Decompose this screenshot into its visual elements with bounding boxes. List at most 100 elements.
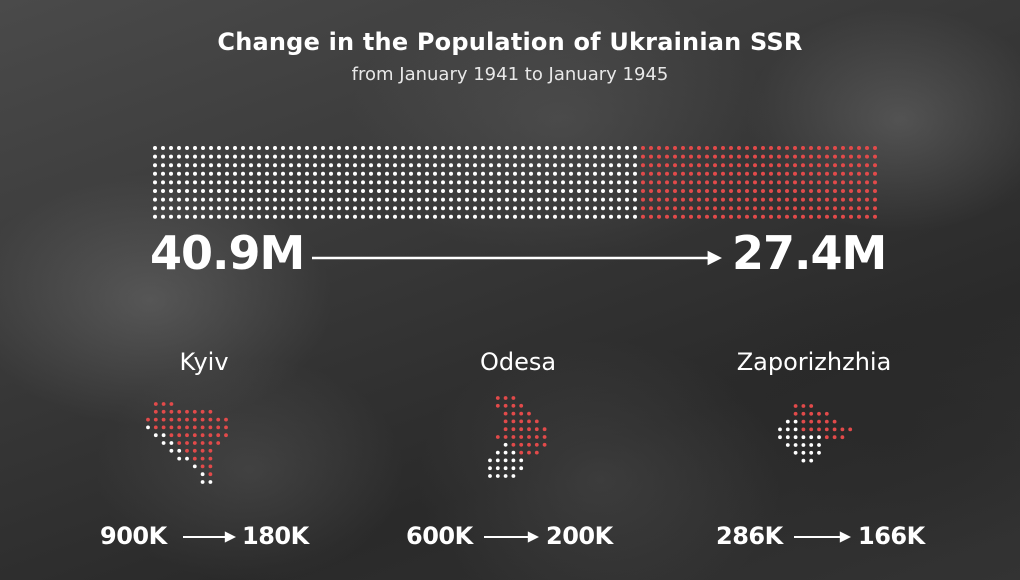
population-dot	[209, 197, 213, 202]
population-dot	[481, 163, 485, 168]
population-dot	[201, 189, 205, 193]
population-dot	[257, 163, 261, 168]
population-dot	[281, 171, 285, 176]
lost-population-dot	[753, 154, 757, 159]
population-dot	[569, 197, 573, 202]
population-dot	[329, 154, 333, 159]
kyiv-remaining-dot	[177, 456, 182, 461]
lost-population-dot	[713, 163, 717, 168]
zaporizhzhia-remaining-dot	[778, 427, 782, 432]
lost-population-dot	[705, 197, 709, 202]
population-dot	[289, 189, 293, 193]
population-dot	[545, 146, 549, 150]
lost-population-dot	[745, 189, 749, 193]
lost-population-dot	[697, 197, 701, 202]
population-dot	[169, 189, 173, 193]
population-dot	[505, 206, 509, 211]
population-dot	[337, 214, 341, 219]
lost-population-dot	[801, 197, 805, 202]
odesa-lost-dot	[495, 403, 500, 408]
population-dot	[521, 154, 525, 159]
kyiv-lost-dot	[208, 441, 213, 445]
population-dot	[329, 180, 333, 185]
city-name-zaporizhzhia: Zaporizhzhia	[736, 348, 892, 376]
lost-population-dot	[729, 154, 733, 159]
population-dot	[609, 146, 613, 150]
lost-population-dot	[825, 154, 829, 159]
zaporizhzhia-lost-dot	[793, 404, 798, 408]
population-dot	[345, 206, 349, 211]
population-dot	[585, 154, 589, 159]
lost-population-dot	[817, 214, 821, 219]
population-dot	[617, 189, 621, 193]
lost-population-dot	[689, 171, 693, 176]
population-dot	[265, 214, 269, 219]
population-dot	[593, 197, 597, 202]
lost-population-dot	[729, 180, 733, 185]
population-dot	[241, 171, 245, 176]
population-dot	[377, 180, 381, 185]
zaporizhzhia-lost-dot	[832, 419, 837, 424]
population-dot	[505, 214, 509, 219]
population-dot	[281, 180, 285, 185]
population-dot	[281, 154, 285, 159]
population-dot	[273, 180, 277, 185]
population-dot	[433, 189, 437, 193]
lost-population-dot	[721, 171, 725, 176]
population-dot	[513, 163, 517, 168]
kyiv-lost-dot	[169, 433, 174, 438]
lost-population-dot	[865, 171, 869, 176]
population-dot	[361, 171, 365, 176]
population-dot	[353, 189, 357, 193]
lost-population-dot	[841, 206, 845, 211]
population-dot	[617, 163, 621, 168]
population-dot	[329, 206, 333, 211]
kyiv-lost-dot	[192, 417, 197, 422]
population-dot	[273, 189, 277, 193]
population-dot	[321, 206, 325, 211]
population-dot	[529, 146, 533, 150]
odesa-remaining-dot	[503, 450, 508, 455]
population-dot	[241, 163, 245, 168]
end-population-label: 27.4M	[732, 226, 887, 280]
odesa-remaining-dot	[503, 442, 508, 447]
population-dot	[369, 163, 373, 168]
odesa-end-label: 200K	[546, 522, 613, 550]
lost-population-dot	[681, 163, 685, 168]
odesa-lost-dot	[534, 435, 539, 439]
population-dot	[481, 180, 485, 185]
odesa-remaining-dot	[511, 450, 516, 455]
population-dot	[265, 180, 269, 185]
population-dot	[177, 163, 181, 168]
odesa-lost-dot	[511, 396, 516, 400]
lost-population-dot	[681, 171, 685, 176]
kyiv-lost-dot	[200, 425, 205, 430]
lost-population-dot	[841, 189, 845, 193]
population-dot	[249, 171, 253, 176]
population-dot	[209, 206, 213, 211]
zaporizhzhia-lost-dot	[801, 419, 806, 424]
population-dot	[465, 189, 469, 193]
population-dot	[425, 154, 429, 159]
lost-population-dot	[753, 206, 757, 211]
kyiv-lost-dot	[208, 472, 213, 477]
population-dot	[425, 171, 429, 176]
population-dot	[393, 171, 397, 176]
lost-population-dot	[825, 180, 829, 185]
population-dot	[185, 163, 189, 168]
lost-population-dot	[785, 163, 789, 168]
zaporizhzhia-remaining-dot	[793, 450, 798, 455]
lost-population-dot	[713, 171, 717, 176]
population-dot	[377, 146, 381, 150]
population-dot	[281, 206, 285, 211]
lost-population-dot	[801, 206, 805, 211]
population-dot	[193, 189, 197, 193]
lost-population-dot	[873, 197, 877, 202]
odesa-lost-dot	[527, 419, 531, 424]
population-dot	[497, 154, 501, 159]
population-dot	[577, 214, 581, 219]
population-dot	[425, 146, 429, 150]
population-dot	[409, 163, 413, 168]
population-dot	[489, 180, 493, 185]
